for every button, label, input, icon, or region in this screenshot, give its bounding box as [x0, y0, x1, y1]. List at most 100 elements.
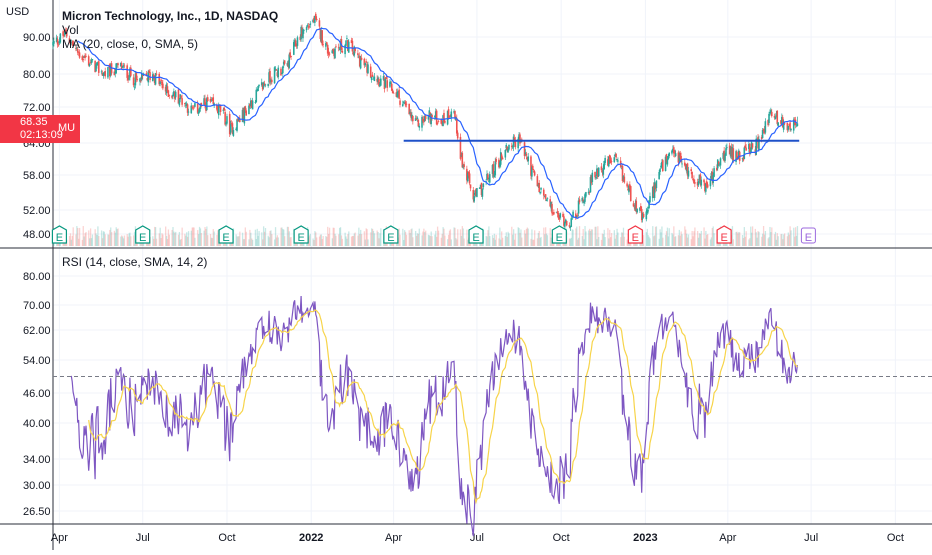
volume-bar — [71, 235, 73, 246]
rsi-legend[interactable]: RSI (14, close, SMA, 14, 2) — [62, 255, 208, 269]
volume-bar — [436, 236, 438, 246]
volume-bar — [436, 226, 439, 246]
candle-body — [493, 173, 496, 178]
candle-body — [199, 103, 202, 109]
candle-body — [245, 110, 247, 116]
candle-body — [314, 13, 317, 20]
time-tick-label: Oct — [887, 532, 904, 544]
volume-bar — [621, 232, 624, 246]
candle-body — [326, 44, 329, 54]
volume-bar — [210, 237, 213, 246]
candle-body — [696, 181, 699, 186]
candle-body — [242, 107, 245, 122]
volume-bar — [489, 236, 491, 246]
candle-body — [161, 81, 163, 86]
volume-legend[interactable]: Vol — [62, 23, 79, 37]
candle-body — [218, 105, 221, 107]
chart-title[interactable]: Micron Technology, Inc., 1D, NASDAQ — [62, 9, 279, 23]
candle-body — [76, 47, 78, 49]
candle-body — [402, 102, 405, 103]
volume-bar — [269, 230, 271, 246]
volume-bar — [403, 239, 405, 246]
candle-body — [78, 52, 81, 58]
candle-body — [686, 163, 689, 176]
volume-bar — [77, 227, 79, 246]
candle-body — [83, 56, 85, 58]
volume-bar — [431, 236, 433, 246]
candle-body — [56, 39, 59, 45]
candle-body — [780, 120, 782, 124]
candle-body — [313, 17, 315, 23]
candle-body — [447, 109, 450, 119]
volume-bar — [121, 236, 124, 246]
volume-bar — [737, 233, 739, 246]
candle-body — [327, 51, 330, 55]
volume-bar — [129, 232, 131, 246]
candle-body — [704, 182, 706, 192]
candle-body — [531, 167, 533, 177]
candle-body — [553, 212, 555, 215]
volume-bar — [757, 231, 759, 246]
candle-body — [155, 73, 158, 75]
candle-body — [488, 174, 491, 183]
volume-bar — [428, 235, 431, 246]
candle-body — [147, 71, 150, 83]
candle-body — [108, 64, 111, 77]
volume-bar — [178, 231, 181, 246]
candle-body — [77, 51, 80, 53]
volume-bar — [376, 230, 378, 246]
volume-bar — [309, 233, 311, 246]
volume-bar — [601, 233, 604, 246]
candle-body — [427, 115, 430, 120]
earnings-marker-box — [551, 225, 567, 244]
volume-bar — [621, 232, 623, 246]
volume-bar — [585, 231, 587, 246]
volume-bar — [460, 235, 463, 246]
candle-body — [114, 71, 117, 74]
candle-body — [524, 152, 527, 155]
volume-bar — [289, 237, 291, 246]
ma-legend[interactable]: MA (20, close, 0, SMA, 5) — [62, 37, 199, 51]
candle-body — [466, 168, 468, 181]
candle-body — [409, 111, 411, 114]
candle-body — [65, 30, 67, 31]
candle-body — [687, 170, 690, 177]
candle-body — [725, 148, 727, 156]
volume-bar — [437, 230, 440, 246]
volume-bar — [678, 229, 680, 246]
candle-body — [781, 117, 784, 128]
rsi-tick-label: 70.00 — [23, 300, 51, 312]
volume-bar — [699, 233, 702, 246]
candle-body — [494, 161, 497, 176]
volume-bar — [794, 227, 797, 246]
volume-bar — [655, 226, 658, 246]
candle-body — [196, 103, 199, 113]
volume-bar — [530, 238, 532, 246]
earnings-marker-label: E — [297, 232, 304, 244]
candle-body — [251, 100, 254, 110]
volume-bar — [186, 232, 188, 246]
candle-body — [350, 40, 353, 44]
volume-bar — [158, 233, 160, 246]
candle-body — [399, 100, 401, 105]
volume-bar — [754, 228, 756, 246]
candle-body — [713, 168, 715, 177]
candle-body — [777, 122, 779, 126]
volume-bar — [762, 233, 764, 246]
volume-bar — [675, 236, 677, 246]
volume-bar — [412, 237, 414, 246]
candle-body — [344, 45, 346, 55]
volume-bar — [239, 231, 241, 246]
candle-body — [655, 180, 658, 189]
candle-body — [633, 207, 636, 209]
candle-body — [149, 72, 151, 80]
candle-body — [232, 130, 235, 136]
volume-bar — [485, 235, 487, 246]
candle-body — [478, 187, 481, 189]
volume-bar — [569, 238, 572, 246]
candle-body — [180, 96, 182, 98]
earnings-marker-label: E — [805, 232, 812, 244]
candle-body — [652, 185, 655, 197]
